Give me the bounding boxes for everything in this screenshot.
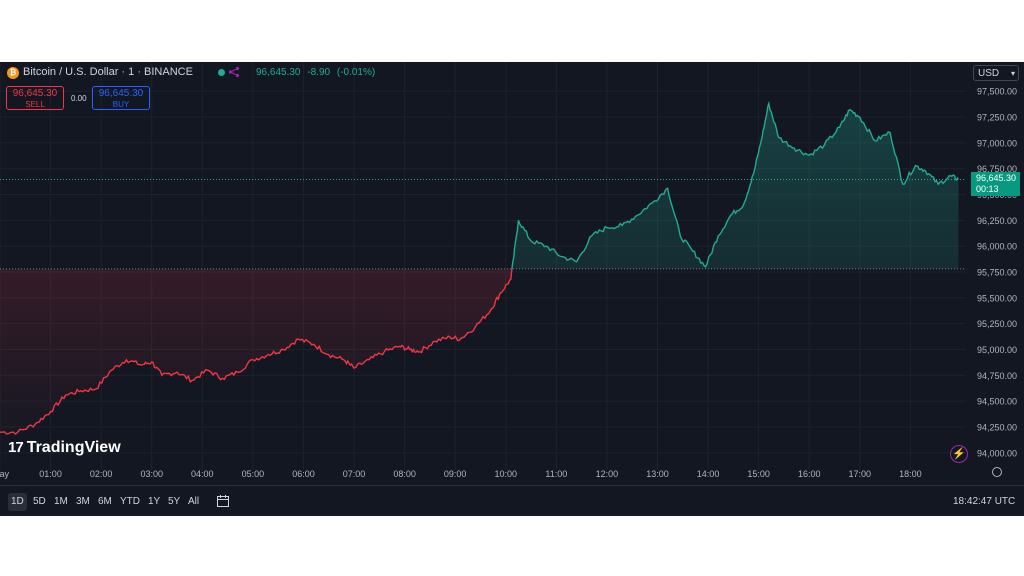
y-tick-label: 95,250.00 bbox=[977, 319, 1017, 329]
chart-widget: 94,000.00 94,250.00 94,500.00 94,750.00 95,0… bbox=[0, 62, 1024, 516]
sell-button[interactable]: 96,645.30 SELL bbox=[6, 86, 64, 110]
range-toolbar: 1D 5D 1M 3M 6M YTD 1Y 5Y All 18:42:47 UTC bbox=[0, 485, 1024, 516]
sell-price: 96,645.30 bbox=[12, 88, 58, 99]
x-tick-label: ay bbox=[0, 469, 9, 479]
y-tick-label: 97,500.00 bbox=[977, 87, 1017, 97]
chart-header: ₿ Bitcoin / U.S. Dollar · 1 · BINANCE 96… bbox=[0, 62, 1024, 84]
x-tick-label: 17:00 bbox=[849, 469, 872, 479]
price-line-up[interactable] bbox=[0, 100, 959, 435]
chart-canvas[interactable]: 94,000.00 94,250.00 94,500.00 94,750.00 95,0… bbox=[0, 62, 1024, 485]
chevron-down-icon: ▾ bbox=[1010, 69, 1015, 78]
y-tick-label: 94,500.00 bbox=[977, 397, 1017, 407]
y-tick-label: 94,000.00 bbox=[977, 448, 1017, 458]
market-open-icon bbox=[218, 69, 225, 76]
range-button-3m[interactable]: 3M bbox=[76, 496, 90, 507]
x-tick-label: 01:00 bbox=[39, 469, 62, 479]
x-tick-label: 02:00 bbox=[90, 469, 113, 479]
currency-select[interactable]: USD ▾ bbox=[973, 65, 1019, 81]
range-button-1y[interactable]: 1Y bbox=[148, 496, 161, 507]
currency-value: USD bbox=[978, 68, 1000, 79]
range-button-1m[interactable]: 1M bbox=[54, 496, 68, 507]
current-price-badge: 96,645.30 00:13 bbox=[971, 172, 1020, 197]
range-button-6m[interactable]: 6M bbox=[98, 496, 112, 507]
last-price: 96,645.30 bbox=[256, 67, 301, 78]
price-change: -8.90 bbox=[307, 67, 331, 78]
share-icon[interactable] bbox=[228, 66, 240, 78]
y-tick-label: 94,250.00 bbox=[977, 423, 1017, 433]
lightning-icon[interactable]: ⚡ bbox=[950, 445, 968, 463]
last-price-readout: 96,645.30 -8.90 (-0.01%) bbox=[256, 67, 379, 78]
x-tick-label: 08:00 bbox=[393, 469, 416, 479]
utc-clock[interactable]: 18:42:47 UTC bbox=[953, 496, 1016, 507]
x-tick-label: 16:00 bbox=[798, 469, 821, 479]
symbol-title[interactable]: Bitcoin / U.S. Dollar · 1 · BINANCE bbox=[23, 66, 193, 78]
y-tick-label: 96,000.00 bbox=[977, 242, 1017, 252]
price-line-down[interactable] bbox=[0, 104, 958, 436]
x-tick-label: 10:00 bbox=[494, 469, 517, 479]
x-tick-label: 03:00 bbox=[140, 469, 163, 479]
bitcoin-icon: ₿ bbox=[7, 67, 19, 79]
spread-value: 0.00 bbox=[71, 94, 87, 103]
x-tick-label: 04:00 bbox=[191, 469, 214, 479]
x-tick-label: 09:00 bbox=[444, 469, 467, 479]
x-tick-label: 14:00 bbox=[697, 469, 720, 479]
y-tick-label: 95,750.00 bbox=[977, 268, 1017, 278]
price-change-percent: (-0.01%) bbox=[336, 67, 376, 78]
x-tick-label: 18:00 bbox=[899, 469, 922, 479]
x-tick-label: 06:00 bbox=[292, 469, 315, 479]
range-button-5d[interactable]: 5D bbox=[33, 496, 46, 507]
watermark-text: TradingView bbox=[26, 439, 121, 456]
below-baseline-fill bbox=[0, 268, 959, 435]
y-tick-label: 94,750.00 bbox=[977, 371, 1017, 381]
x-tick-label: 11:00 bbox=[545, 469, 567, 479]
y-tick-label: 95,000.00 bbox=[977, 345, 1017, 355]
buy-price: 96,645.30 bbox=[98, 88, 144, 99]
tradingview-logo-icon: 17 bbox=[8, 439, 24, 456]
sell-label: SELL bbox=[25, 100, 45, 109]
y-tick-label: 97,000.00 bbox=[977, 138, 1017, 148]
x-tick-label: 05:00 bbox=[242, 469, 265, 479]
range-button-1d[interactable]: 1D bbox=[8, 493, 27, 511]
above-baseline-fill bbox=[511, 103, 959, 269]
range-button-all[interactable]: All bbox=[188, 496, 200, 507]
y-tick-label: 96,750.00 bbox=[977, 164, 1017, 174]
y-tick-label: 95,500.00 bbox=[977, 293, 1017, 303]
badge-price: 96,645.30 bbox=[976, 173, 1017, 184]
y-tick-label: 96,250.00 bbox=[977, 216, 1017, 226]
range-button-ytd[interactable]: YTD bbox=[120, 496, 140, 507]
buy-button[interactable]: 96,645.30 BUY bbox=[92, 86, 150, 110]
range-button-5y[interactable]: 5Y bbox=[168, 496, 181, 507]
x-tick-label: 15:00 bbox=[747, 469, 770, 479]
tradingview-watermark[interactable]: 17 TradingView bbox=[8, 439, 121, 457]
calendar-icon[interactable] bbox=[216, 494, 230, 508]
buy-label: BUY bbox=[112, 100, 130, 109]
x-tick-label: 13:00 bbox=[646, 469, 669, 479]
y-tick-label: 97,250.00 bbox=[977, 113, 1017, 123]
badge-countdown: 00:13 bbox=[976, 184, 999, 195]
x-tick-label: 07:00 bbox=[343, 469, 366, 479]
x-tick-label: 12:00 bbox=[596, 469, 619, 479]
settings-icon[interactable] bbox=[992, 467, 1002, 477]
